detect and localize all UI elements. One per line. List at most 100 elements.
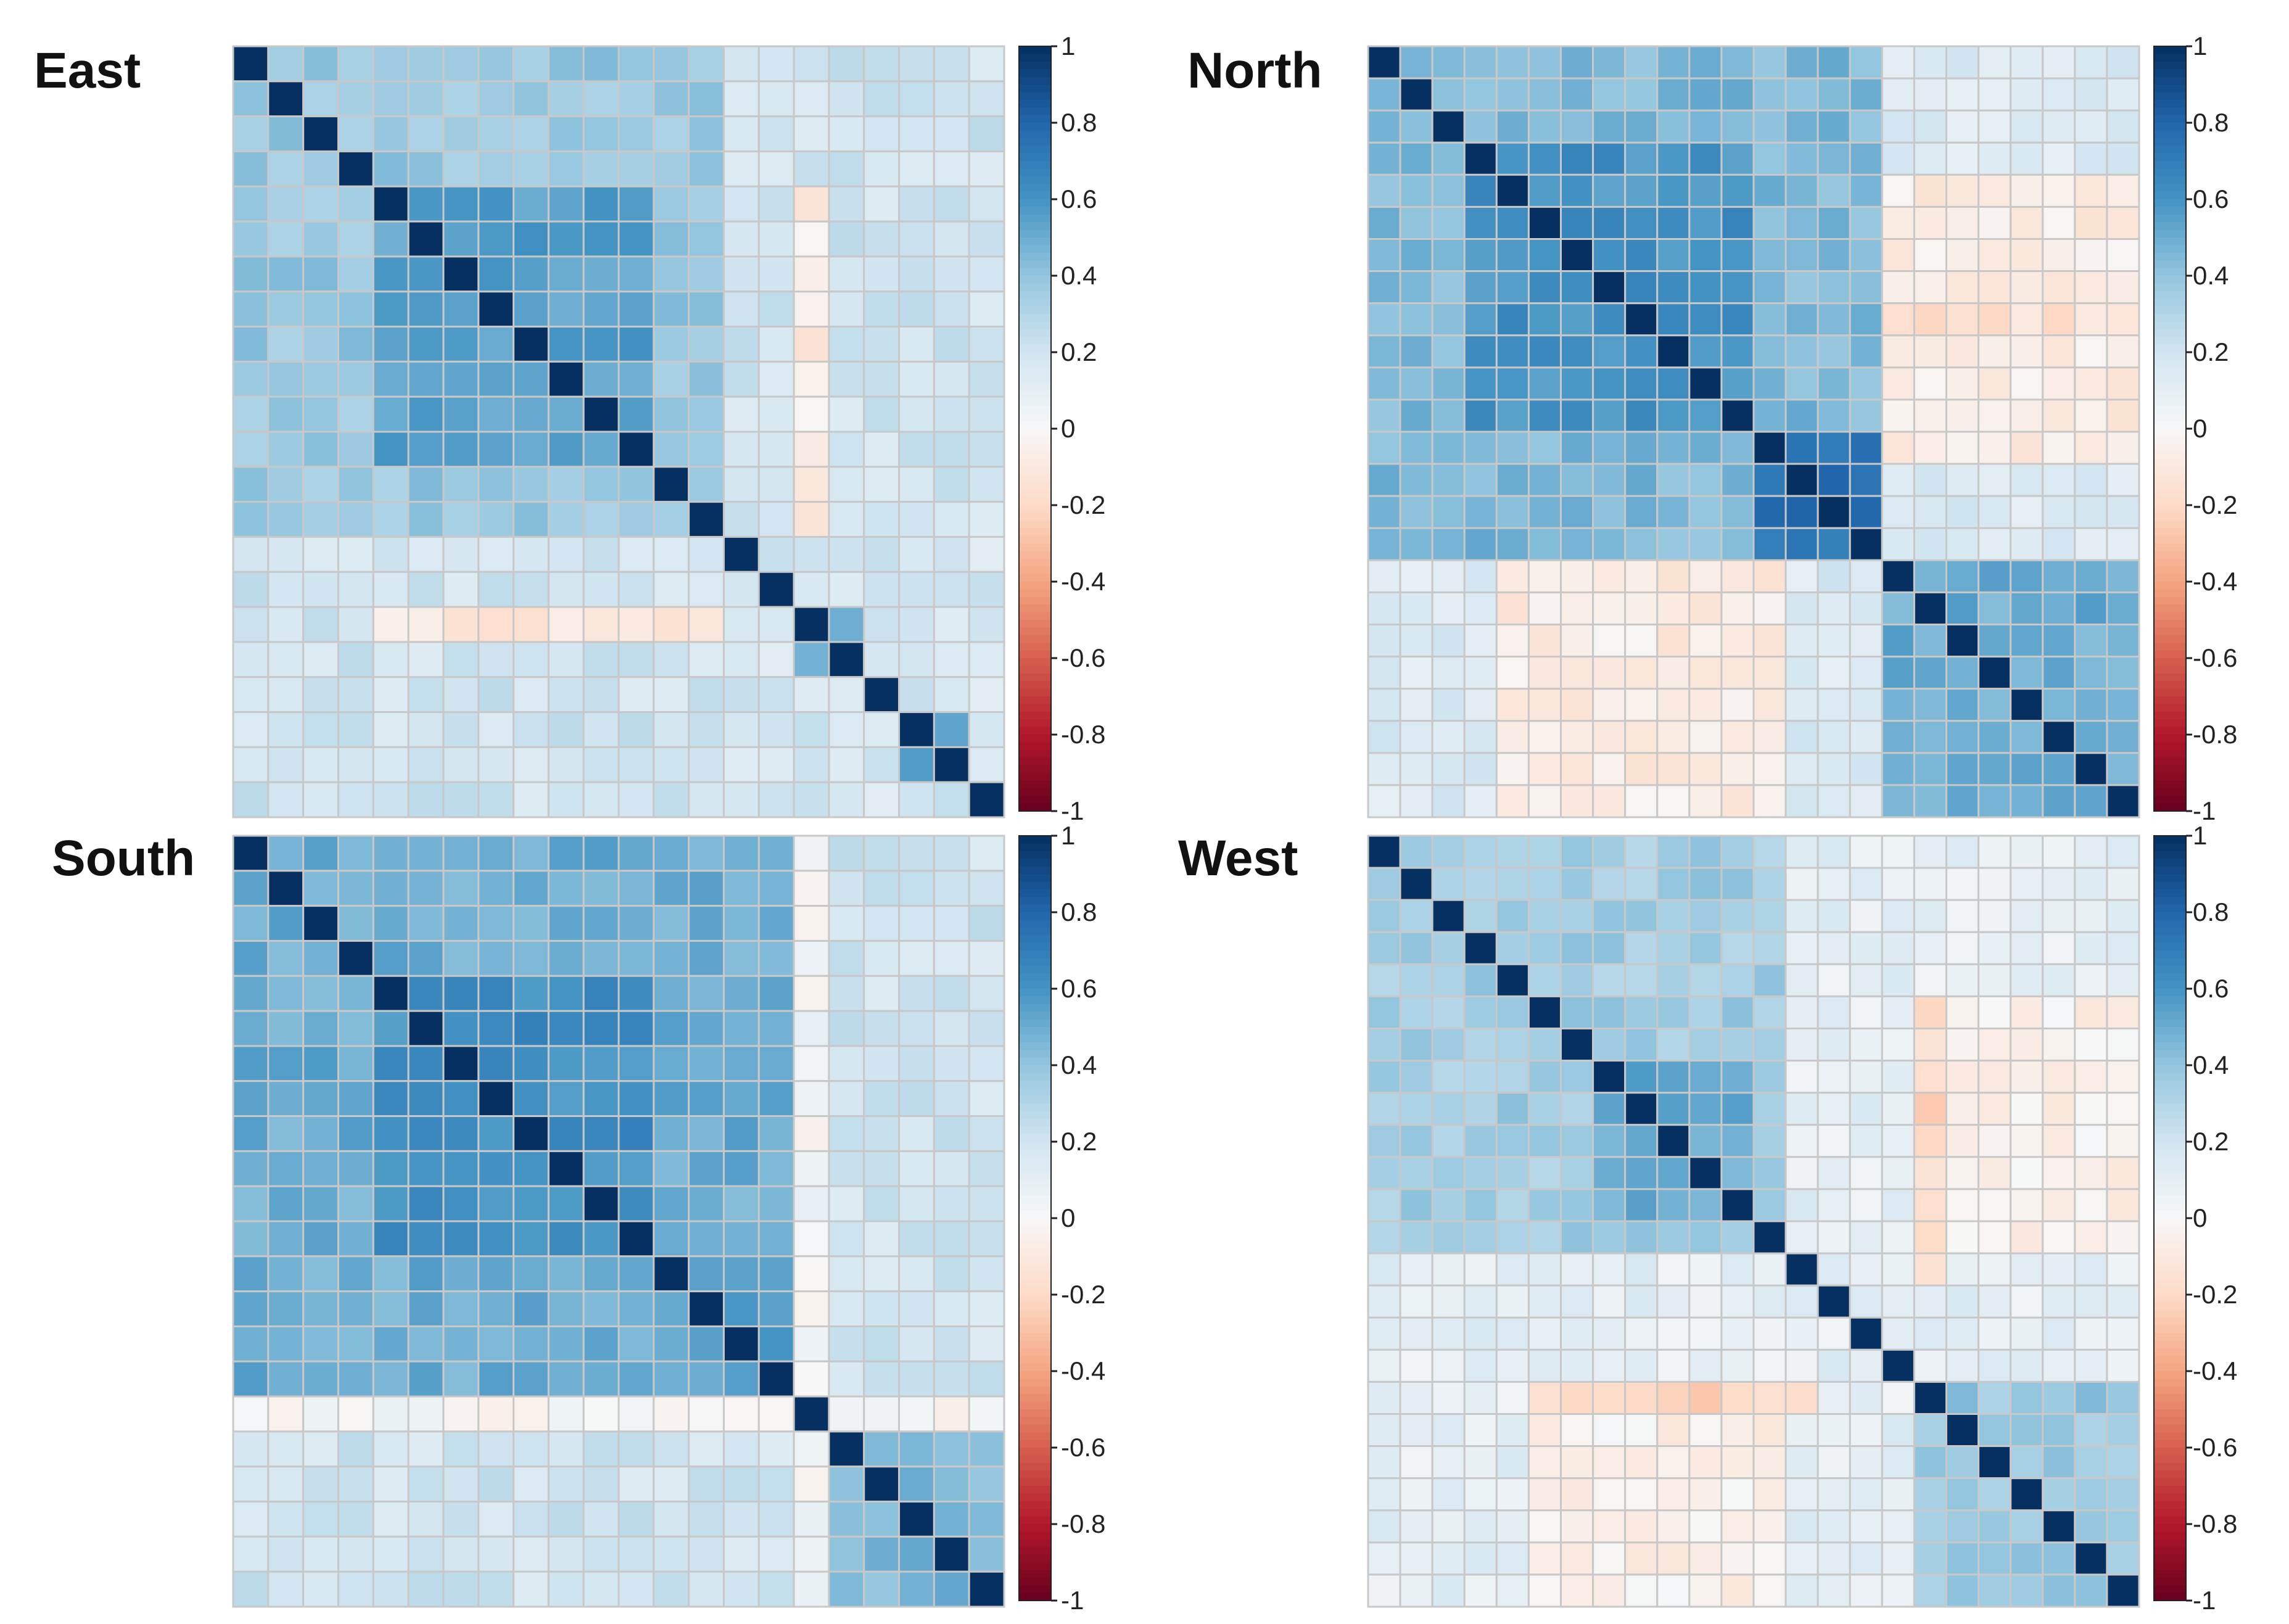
heatmap-cell — [1945, 1348, 1980, 1383]
heatmap-cell — [1367, 1060, 1401, 1094]
colorbar-segment — [1019, 1027, 1051, 1035]
heatmap-cell — [1463, 899, 1498, 933]
colorbar-segment — [1019, 436, 1051, 445]
colorbar-segment — [1019, 996, 1051, 1005]
heatmap-cell — [968, 1465, 1005, 1503]
heatmap-cell — [1624, 1509, 1659, 1544]
heatmap-cell — [757, 45, 795, 83]
heatmap-cell — [2042, 1348, 2076, 1383]
heatmap-cell — [1688, 752, 1723, 786]
heatmap-cell — [1624, 656, 1659, 690]
heatmap-cell — [547, 431, 585, 468]
colorbar-segment — [1019, 788, 1051, 796]
heatmap-cell — [1688, 931, 1723, 965]
heatmap-cell — [1784, 205, 1819, 241]
colorbar-segment — [2154, 1118, 2186, 1127]
heatmap-cell — [1560, 1380, 1594, 1415]
heatmap-cell — [1495, 835, 1530, 869]
heatmap-cell — [1881, 141, 1915, 176]
heatmap-cell — [617, 1430, 655, 1468]
heatmap-cell — [2106, 688, 2140, 722]
heatmap-cell — [1978, 173, 2012, 208]
heatmap-cell — [547, 939, 585, 977]
heatmap-cell — [1399, 527, 1433, 561]
colorbar-segment — [2154, 1570, 2186, 1578]
heatmap-cell — [1367, 899, 1401, 933]
heatmap-cell — [267, 870, 305, 907]
heatmap-cell — [1624, 1156, 1659, 1190]
heatmap-cell — [2106, 591, 2140, 625]
heatmap-cell — [1752, 931, 1787, 965]
heatmap-cell — [1784, 1573, 1819, 1608]
heatmap-cell — [1752, 1573, 1787, 1608]
heatmap-cell — [1752, 1156, 1787, 1190]
colorbar-segment — [2154, 413, 2186, 422]
colorbar-segment — [1019, 1325, 1051, 1333]
heatmap-cell — [1720, 1477, 1755, 1512]
heatmap-cell — [688, 326, 725, 363]
heatmap-cell — [582, 1185, 620, 1222]
heatmap-cell — [1463, 784, 1498, 818]
heatmap-cell — [2106, 1509, 2140, 1544]
colorbar-segment — [2154, 1080, 2186, 1089]
heatmap-cell — [1849, 1380, 1883, 1415]
heatmap-cell — [547, 571, 585, 608]
heatmap-cell — [653, 360, 690, 398]
heatmap-cell — [337, 1535, 374, 1573]
heatmap-cell — [1560, 591, 1594, 625]
heatmap-cell — [547, 1150, 585, 1187]
heatmap-cell — [688, 835, 725, 872]
heatmap-cell — [1592, 1316, 1627, 1351]
heatmap-cell — [1495, 591, 1530, 625]
colorbar-segment — [1019, 520, 1051, 529]
heatmap-cell — [863, 1465, 901, 1503]
heatmap-cell — [1656, 867, 1691, 901]
heatmap-cell — [1913, 559, 1947, 593]
heatmap-cell — [477, 220, 515, 258]
colorbar-tick-label: 0.2 — [2193, 337, 2229, 366]
heatmap-cell — [968, 1535, 1005, 1573]
heatmap-cell — [1913, 1573, 1947, 1608]
heatmap-cell — [757, 255, 795, 293]
heatmap-cell — [617, 255, 655, 293]
heatmap-cell — [1817, 1413, 1851, 1448]
heatmap-cell — [1592, 688, 1627, 722]
heatmap-cell — [617, 185, 655, 223]
heatmap-cell — [2042, 270, 2076, 305]
heatmap-cell — [267, 939, 305, 977]
heatmap-cell — [1720, 302, 1755, 337]
heatmap-cell — [582, 1080, 620, 1118]
heatmap-cell — [1463, 1188, 1498, 1222]
colorbar-segment — [1019, 658, 1051, 666]
colorbar-segment — [1019, 1501, 1051, 1509]
heatmap-cell — [1849, 1509, 1883, 1544]
heatmap-cell — [722, 431, 760, 468]
heatmap-cell — [898, 1080, 935, 1118]
heatmap-cell — [863, 1570, 901, 1608]
heatmap-cell — [337, 1045, 374, 1082]
heatmap-cell — [1849, 1092, 1883, 1126]
heatmap-cell — [1720, 463, 1755, 497]
heatmap-cell — [688, 1115, 725, 1152]
heatmap-cell — [1945, 366, 1980, 401]
heatmap-cell — [1720, 1509, 1755, 1544]
heatmap-cell — [2074, 1284, 2108, 1319]
heatmap-cell — [933, 746, 970, 783]
heatmap-cell — [617, 870, 655, 907]
heatmap-cell — [337, 1465, 374, 1503]
heatmap-cell — [302, 326, 339, 363]
heatmap-cell — [793, 781, 830, 818]
heatmap-cell — [793, 1290, 830, 1327]
heatmap-cell — [1656, 720, 1691, 754]
heatmap-cell — [442, 975, 480, 1012]
heatmap-cell — [442, 291, 480, 328]
heatmap-cell — [1495, 1252, 1530, 1287]
heatmap-cell — [1495, 527, 1530, 561]
heatmap-cell — [1913, 173, 1947, 208]
heatmap-cell — [407, 1465, 445, 1503]
heatmap-cell — [793, 501, 830, 538]
heatmap-cell — [688, 1185, 725, 1222]
colorbar-segment — [1019, 1118, 1051, 1127]
heatmap-cell — [1945, 141, 1980, 176]
heatmap-cell — [267, 1395, 305, 1433]
